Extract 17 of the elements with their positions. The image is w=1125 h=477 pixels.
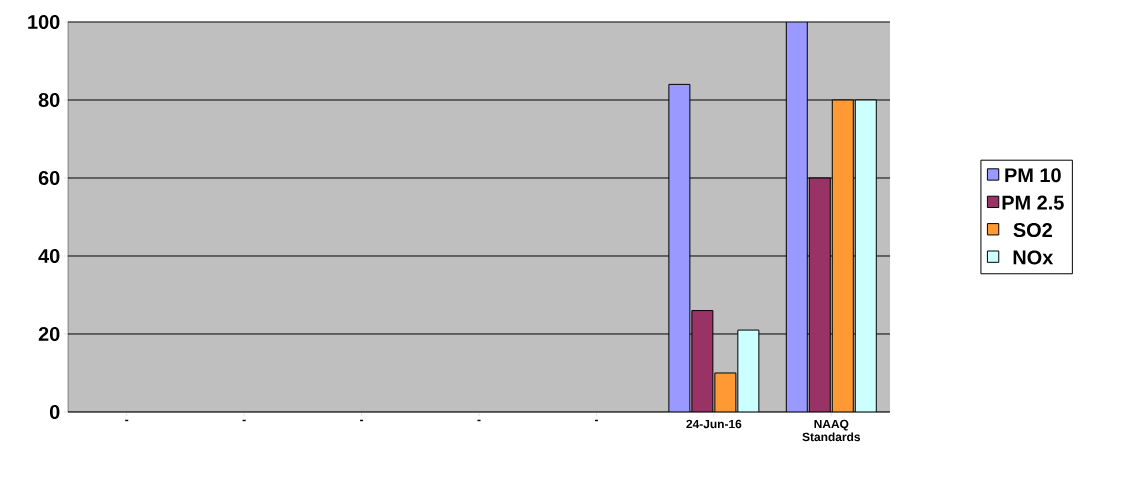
y-tick-label: 20 — [38, 326, 60, 342]
x-tick-label: - — [360, 419, 364, 422]
y-tick-label: 80 — [38, 92, 60, 108]
x-tick-label: - — [242, 419, 246, 422]
x-tick-label: - — [125, 419, 129, 422]
legend-label: SO2 — [1013, 222, 1052, 238]
x-tick-label: - — [477, 419, 481, 422]
legend-label: NOx — [1013, 250, 1054, 265]
y-tick-label: 60 — [38, 170, 60, 186]
y-tick-label: 100 — [28, 14, 60, 30]
y-tick-label: 40 — [38, 248, 60, 264]
x-tick-label: NAAQ Standards — [802, 419, 861, 442]
legend-label: PM 10 — [1005, 168, 1061, 183]
x-tick-label: 24-Jun-16 — [686, 419, 742, 429]
x-tick-label: - — [594, 419, 598, 422]
legend-label: PM 2.5 — [1002, 195, 1064, 210]
y-tick-label: 0 — [49, 404, 60, 420]
